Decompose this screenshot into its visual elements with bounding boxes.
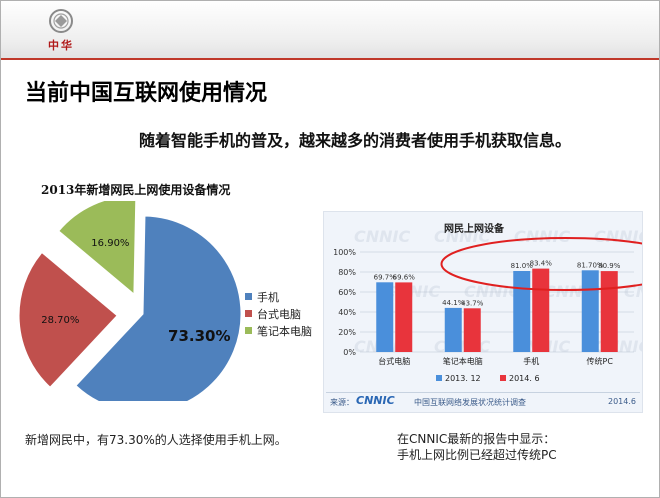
source-prefix: 来源： xyxy=(330,398,354,407)
bar-value-label: 81.70% xyxy=(577,261,604,269)
bar-chart-svg: CNNICCNNICCNNICCNNICCNNICCNNICCNNICCNNIC… xyxy=(333,222,659,383)
logo-text: 中华 xyxy=(48,39,74,52)
x-category-label: 台式电脑 xyxy=(378,356,410,366)
x-category-label: 手机 xyxy=(523,356,539,366)
bar xyxy=(444,307,462,352)
legend-swatch xyxy=(245,293,252,300)
watermark-text: CNNIC xyxy=(434,227,490,246)
bar xyxy=(376,282,394,352)
legend-item-desktop: 台式电脑 xyxy=(245,305,312,322)
legend-item-mobile: 手机 xyxy=(245,288,312,305)
bar xyxy=(532,268,550,352)
legend-label: 台式电脑 xyxy=(257,307,301,321)
pie-slice-label: 28.70% xyxy=(41,315,79,326)
y-tick-label: 20% xyxy=(338,328,356,337)
bar xyxy=(395,282,413,352)
y-tick-label: 80% xyxy=(338,268,356,277)
pie-slice-label: 73.30% xyxy=(168,327,230,345)
y-tick-label: 40% xyxy=(338,308,356,317)
right-caption-line1: 在CNNIC最新的报告中显示： xyxy=(397,432,556,446)
bar-value-label: 80.9% xyxy=(598,262,621,270)
legend-item-laptop: 笔记本电脑 xyxy=(245,322,312,339)
legend-swatch xyxy=(500,375,506,381)
bar-value-label: 69.7% xyxy=(374,273,397,281)
legend-label: 笔记本电脑 xyxy=(257,324,312,338)
legend-label: 手机 xyxy=(257,290,279,304)
watermark-text: CNNIC xyxy=(514,227,570,246)
page-title: 当前中国互联网使用情况 xyxy=(25,81,268,106)
bar xyxy=(600,271,618,352)
bar-chart-title: 网民上网设备 xyxy=(444,222,505,235)
watermark-text: CNNIC xyxy=(434,337,490,356)
pie-slice-label: 16.90% xyxy=(91,238,129,249)
bar-value-label: 69.6% xyxy=(393,273,416,281)
bar-value-label: 83.4% xyxy=(530,260,553,268)
watermark-text: CNNIC xyxy=(594,227,642,246)
pie-slice xyxy=(18,251,118,388)
left-caption: 新增网民中，有73.30%的人选择使用手机上网。 xyxy=(25,433,287,447)
brand-logo: 中华 xyxy=(31,7,91,53)
bar-value-label: 81.0% xyxy=(511,262,534,270)
header-band: 中华 xyxy=(1,1,659,59)
bar-legend-label: 2014. 6 xyxy=(509,374,540,383)
bar-value-label: 44.1% xyxy=(442,299,465,307)
pie-legend: 手机 台式电脑 笔记本电脑 xyxy=(245,288,312,339)
bar xyxy=(581,270,599,352)
watermark-text: CNNIC xyxy=(354,227,410,246)
accent-rule xyxy=(1,58,659,60)
pie-chart-title: 2013年新增网民上网使用设备情况 xyxy=(41,183,231,197)
legend-swatch xyxy=(245,327,252,334)
source-text: 中国互联网络发展状况统计调查 xyxy=(414,398,526,407)
bar-legend-label: 2013. 12 xyxy=(445,374,481,383)
legend-swatch xyxy=(436,375,442,381)
x-category-label: 笔记本电脑 xyxy=(443,356,483,366)
x-category-label: 传统PC xyxy=(587,356,614,366)
y-tick-label: 60% xyxy=(338,288,356,297)
bar-value-label: 43.7% xyxy=(461,299,484,307)
source-bar: 来源： CNNIC 中国互联网络发展状况统计调查 2014.6 xyxy=(326,392,640,411)
y-tick-label: 0% xyxy=(343,348,356,357)
y-tick-label: 100% xyxy=(333,248,356,257)
legend-swatch xyxy=(245,310,252,317)
highlight-ellipse xyxy=(440,237,659,291)
right-caption-line2: 手机上网比例已经超过传统PC xyxy=(397,448,557,462)
bar xyxy=(513,271,531,352)
bar-chart-panel: CNNICCNNICCNNICCNNICCNNICCNNICCNNICCNNIC… xyxy=(323,211,659,413)
source-logo: CNNIC xyxy=(356,394,395,407)
source-date: 2014.6 xyxy=(608,397,636,406)
subtitle: 随着智能手机的普及，越来越多的消费者使用手机获取信息。 xyxy=(138,131,571,150)
logo-emblem-icon xyxy=(49,9,73,33)
bar xyxy=(463,308,481,352)
right-caption: 在CNNIC最新的报告中显示： 手机上网比例已经超过传统PC xyxy=(397,431,557,463)
